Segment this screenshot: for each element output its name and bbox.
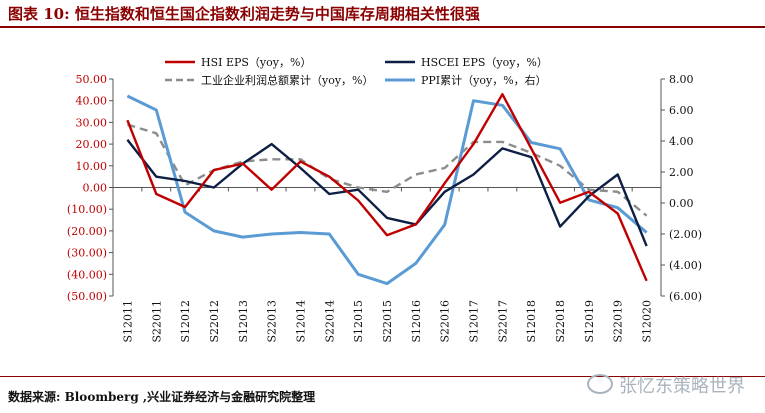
y-right-tick-label: 6.00 [669,104,694,117]
series-line-2 [127,123,648,217]
watermark: 张忆东策略世界 [587,372,745,398]
chart-legend: HSI EPS（yoy，%） HSCEI EPS（yoy，%） 工业企业利润总额累计… [165,56,548,87]
page-title: 图表 10: 恒生指数和恒生国企指数利润走势与中国库存周期相关性很强 [8,5,480,23]
legend-label-3: PPI累计（yoy，%，右） [421,73,547,87]
legend-label-0: HSI EPS（yoy，%） [201,56,311,69]
y-left-tick-label: 10.00 [76,160,108,173]
series-line-1 [126,139,648,247]
x-tick-label: S12012 [179,300,192,343]
y-left-tick-label: 40.00 [76,95,108,108]
x-tick-label: S12013 [237,300,250,343]
series-line-0 [126,92,648,282]
x-tick-label: S12018 [525,300,538,343]
y-left-tick-label: (30.00) [67,247,107,260]
y-left-tick-label: 30.00 [76,116,108,129]
x-tick-label: S22011 [150,300,163,343]
x-tick-label: S22017 [496,300,509,343]
y-right-tick-label: 8.00 [669,73,694,86]
series-line-3 [126,94,648,286]
y-left-tick-label: (20.00) [67,225,107,238]
x-tick-label: S22019 [612,300,625,343]
footer-divider [0,376,765,377]
x-tick-label: S22014 [323,300,336,343]
x-tick-label: S22013 [266,300,279,343]
x-tick-label: S12019 [583,300,596,343]
y-right-tick-label: 0.00 [669,197,694,210]
x-tick-label: S12017 [468,300,481,343]
x-tick-label: S22015 [381,300,394,343]
x-tick-label: S12016 [410,300,423,343]
y-right-tick-label: (2.00) [669,228,702,241]
x-tick-label: S22012 [208,300,221,343]
x-tick-label: S12011 [121,300,134,343]
x-tick-label: S12020 [641,300,654,343]
chart-series [126,92,648,286]
y-left-tick-label: 0.00 [83,182,108,195]
wechat-icon [587,374,613,394]
x-tick-label: S22016 [439,300,452,343]
y-right-tick-label: (4.00) [669,259,702,272]
legend-label-2: 工业企业利润总额累计（yoy，%） [201,73,374,87]
y-left-tick-label: (10.00) [67,203,107,216]
y-left-tick-label: (40.00) [67,268,107,281]
watermark-text: 张忆东策略世界 [619,376,745,397]
y-left-tick-label: (50.00) [67,290,107,303]
y-left-tick-label: 20.00 [76,138,108,151]
chart-axes: 50.00 40.00 30.00 20.00 10.00 0.00 (10.00) (20.… [67,73,702,343]
source-note: 数据来源: Bloomberg ,兴业证券经济与金融研究院整理 [8,390,316,404]
y-right-tick-label: 2.00 [669,166,694,179]
y-right-tick-label: 4.00 [669,135,694,148]
x-tick-label: S22018 [554,300,567,343]
title-divider [0,26,765,28]
x-tick-label: S12014 [294,300,307,343]
y-left-tick-label: 50.00 [76,73,108,86]
x-tick-label: S12015 [352,300,365,343]
y-right-tick-label: (6.00) [669,290,702,303]
legend-label-1: HSCEI EPS（yoy，%） [421,56,548,69]
